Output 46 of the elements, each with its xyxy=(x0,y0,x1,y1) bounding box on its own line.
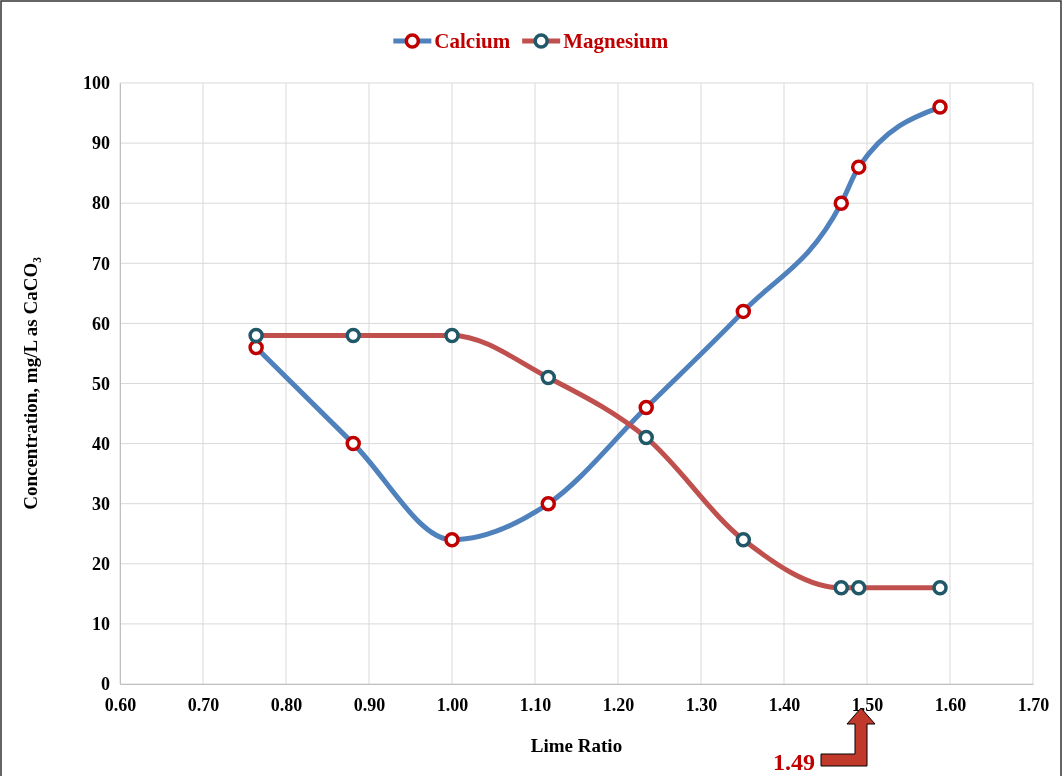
point xyxy=(735,532,752,548)
point xyxy=(248,339,264,356)
y-tick-label: 60 xyxy=(92,313,110,334)
x-tick-label: 1.60 xyxy=(934,694,967,715)
x-tick-label: 1.30 xyxy=(685,694,718,715)
x-tick-label: 0.90 xyxy=(353,694,386,715)
x-tick-label: 0.80 xyxy=(270,694,303,715)
y-tick-label: 0 xyxy=(101,674,110,695)
point xyxy=(638,429,654,446)
x-tick-label: 1.70 xyxy=(1017,694,1050,715)
x-tick-label: 1.10 xyxy=(519,694,552,715)
legend-label: Magnesium xyxy=(563,29,669,53)
y-tick-label: 90 xyxy=(92,133,110,154)
x-tick-label: 1.40 xyxy=(768,694,801,715)
x-tick-label: 1.00 xyxy=(436,694,469,715)
x-tick-label: 0.60 xyxy=(104,694,137,715)
point xyxy=(833,580,850,596)
point xyxy=(833,195,850,211)
y-tick-label: 80 xyxy=(92,193,110,214)
point xyxy=(638,399,654,416)
x-tick-label: 0.70 xyxy=(187,694,220,715)
y-tick-label: 20 xyxy=(92,554,110,575)
point xyxy=(932,580,948,596)
point xyxy=(248,327,264,344)
y-tick-label: 10 xyxy=(92,614,110,635)
point xyxy=(735,303,752,320)
point xyxy=(540,369,557,386)
x-tick-label: 1.50 xyxy=(851,694,884,715)
point xyxy=(444,327,460,344)
point xyxy=(850,159,867,175)
legend-label: Calcium xyxy=(434,29,511,53)
point xyxy=(345,435,361,452)
y-tick-label: 100 xyxy=(83,73,110,94)
y-tick-label: 70 xyxy=(92,253,110,274)
y-tick-label: 30 xyxy=(92,493,110,514)
point xyxy=(345,327,361,344)
text: 1.49 xyxy=(773,749,815,775)
y-tick-label: 50 xyxy=(92,373,110,394)
point xyxy=(540,495,557,512)
point xyxy=(850,580,867,596)
point xyxy=(932,99,948,115)
x-axis-title: Lime Ratio xyxy=(530,735,623,756)
y-axis-title: Concentration, mg/L as CaCO₃ xyxy=(20,256,41,510)
x-tick-label: 1.20 xyxy=(602,694,635,715)
point xyxy=(444,532,460,548)
y-tick-label: 40 xyxy=(92,433,110,454)
